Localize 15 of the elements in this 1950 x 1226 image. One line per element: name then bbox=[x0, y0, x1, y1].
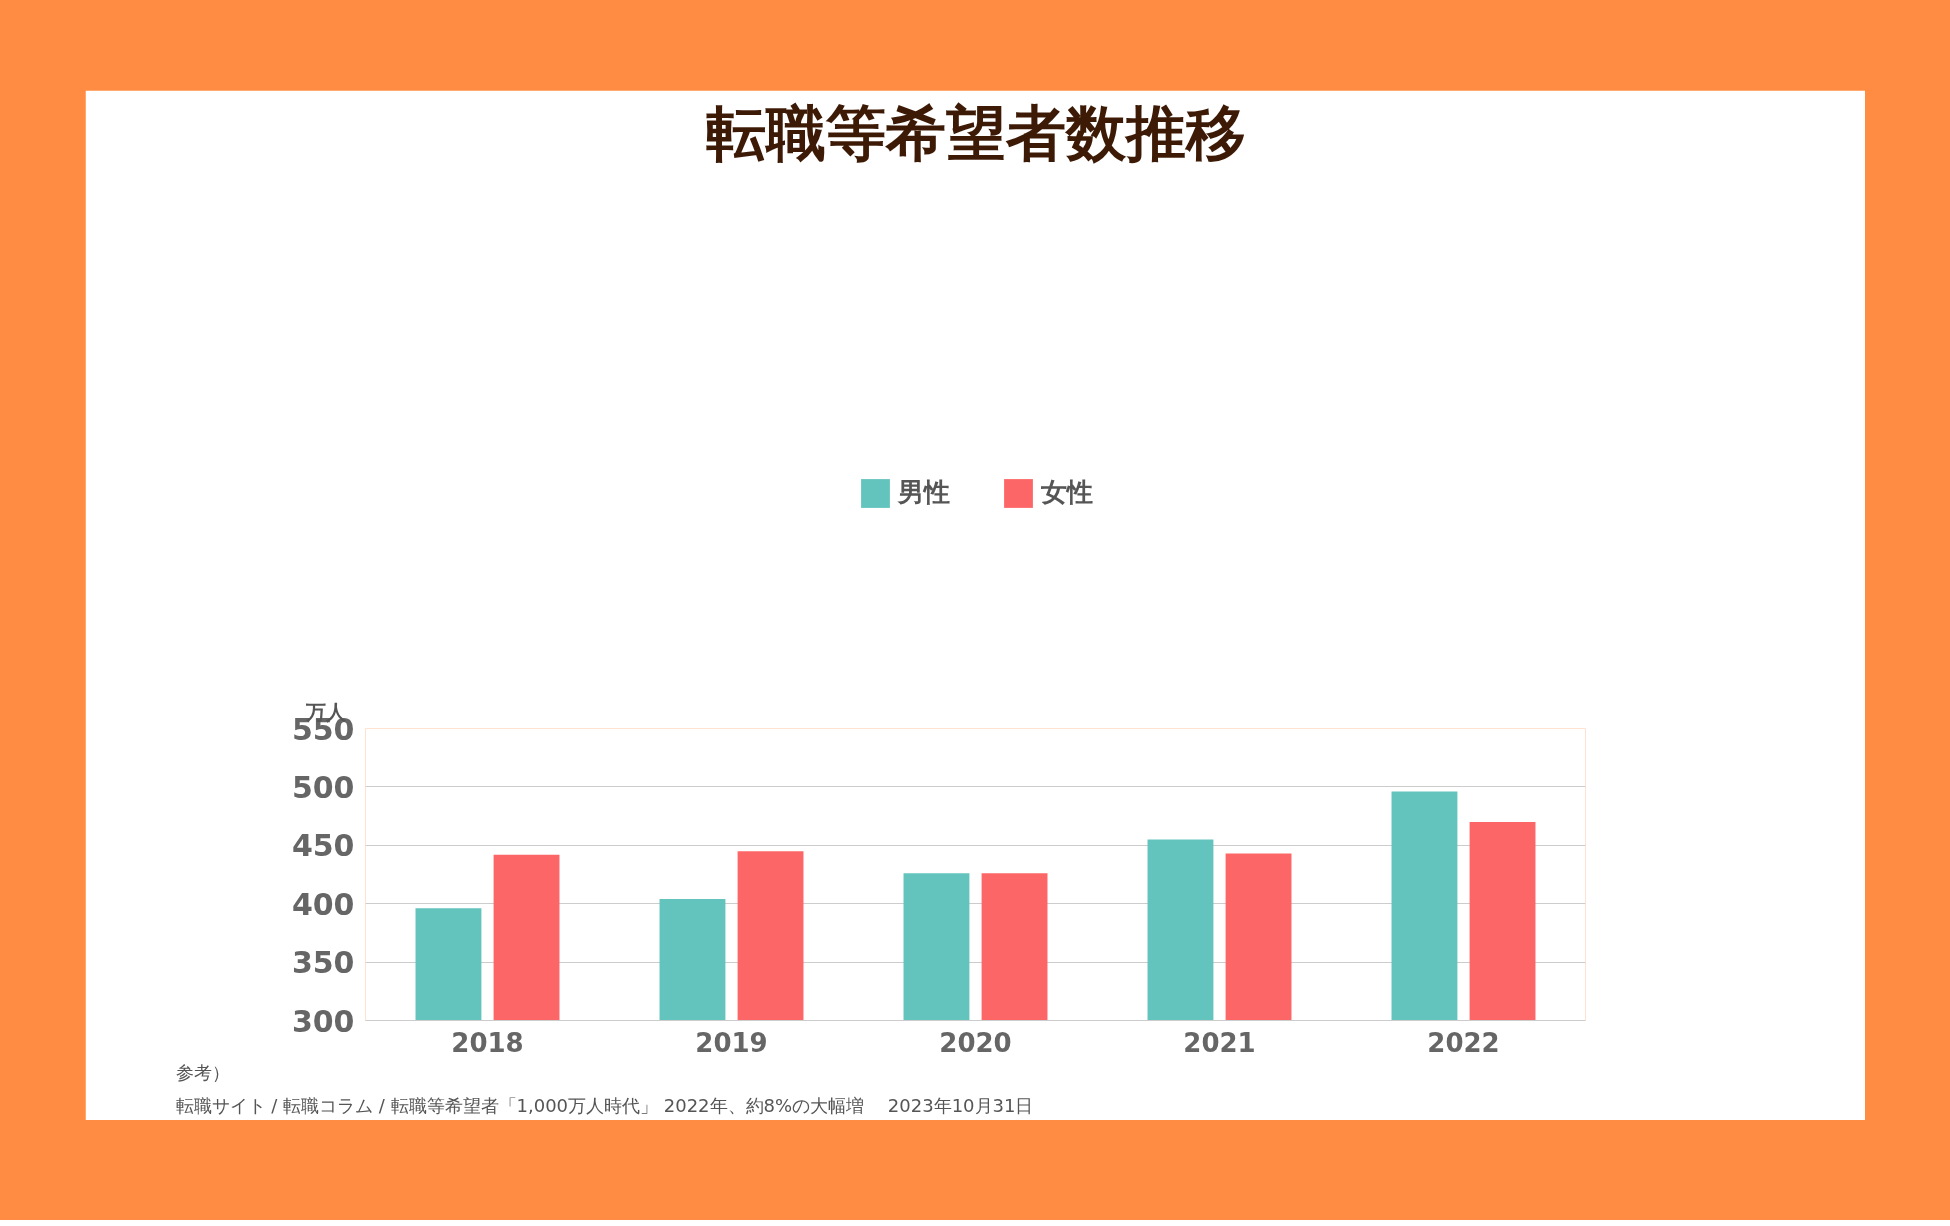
legend-label: 女性 bbox=[1041, 476, 1093, 509]
x-tick-label: 2020 bbox=[939, 1027, 1012, 1058]
chart-title: 転職等希望者数推移 bbox=[705, 97, 1246, 168]
text: 参考） bbox=[175, 1061, 230, 1083]
y-tick-label: 400 bbox=[291, 886, 355, 922]
x-tick-label: 2019 bbox=[695, 1027, 768, 1058]
y-tick-label: 450 bbox=[291, 828, 355, 864]
y-tick-label: 350 bbox=[291, 945, 355, 981]
text: 転職サイト / 転職コラム / 転職等希望者「1,000万人時代」 2022年、約8%の大幅増 2023年10月31日 bbox=[175, 1094, 1034, 1116]
y-tick-label: 500 bbox=[291, 769, 355, 805]
x-tick-label: 2018 bbox=[451, 1027, 524, 1058]
x-tick-label: 2021 bbox=[1183, 1027, 1256, 1058]
y-tick-label: 300 bbox=[291, 1003, 355, 1039]
legend-label: 男性 bbox=[898, 476, 950, 509]
x-tick-label: 2022 bbox=[1427, 1027, 1500, 1058]
